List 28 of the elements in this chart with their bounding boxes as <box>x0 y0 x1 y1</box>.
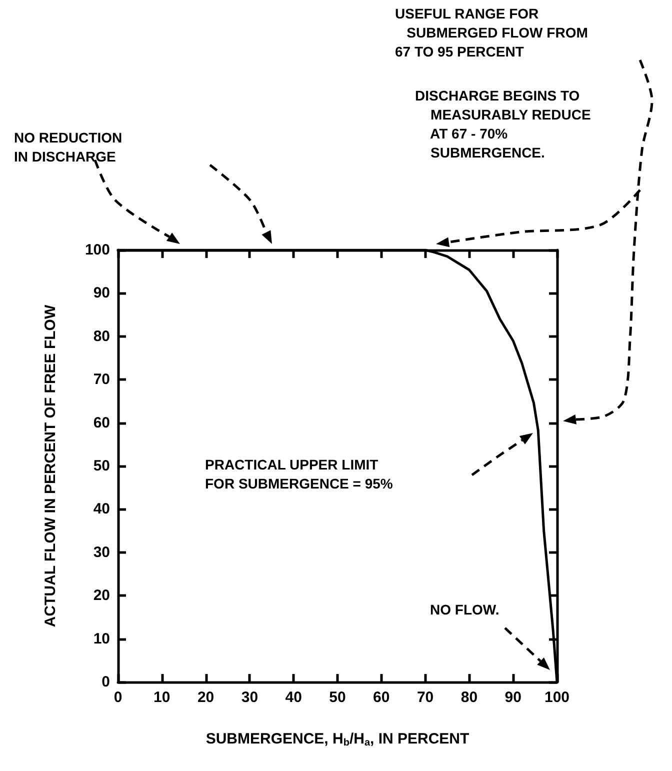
y-axis-title: ACTUAL FLOW IN PERCENT OF FREE FLOW <box>42 304 59 628</box>
text: NO REDUCTION IN DISCHARGE <box>14 130 122 164</box>
y-tick-label: 90 <box>93 284 110 302</box>
text: USEFUL RANGE FOR SUBMERGED FLOW FROM 67 TO 95 PERCENT <box>395 6 588 60</box>
x-tick-label: 100 <box>544 689 570 706</box>
x-tick-label: 0 <box>114 689 122 706</box>
x-tick-label: 10 <box>154 689 170 706</box>
y-tick-label: 60 <box>93 414 110 432</box>
annotation: PRACTICAL UPPER LIMIT FOR SUBMERGENCE = 95% <box>205 456 394 492</box>
y-tick-label: 10 <box>93 630 110 648</box>
x-tick-label: 20 <box>197 689 214 706</box>
x-tick-label: 30 <box>241 689 258 706</box>
x-tick-label: 60 <box>373 689 390 706</box>
x-tick-label: 50 <box>329 689 346 706</box>
y-tick-label: 30 <box>93 544 110 561</box>
y-tick-label: 20 <box>93 587 110 604</box>
y-tick-label: 0 <box>102 674 110 690</box>
x-tick-label: 70 <box>416 689 434 706</box>
x-tick-label: 90 <box>504 689 522 706</box>
y-tick-label: 70 <box>93 371 110 388</box>
x-tick-label: 40 <box>285 689 302 706</box>
y-tick-label: 50 <box>93 458 110 474</box>
x-tick-label: 80 <box>460 689 478 706</box>
annotation: NO FLOW. <box>430 602 500 618</box>
y-tick-label: 40 <box>93 500 110 518</box>
y-tick-label: 100 <box>84 242 110 258</box>
y-tick-label: 80 <box>93 328 110 345</box>
text: DISCHARGE BEGINS TO MEASURABLY REDUCE AT 67 - 70% SUBMERGENCE. <box>415 88 591 160</box>
